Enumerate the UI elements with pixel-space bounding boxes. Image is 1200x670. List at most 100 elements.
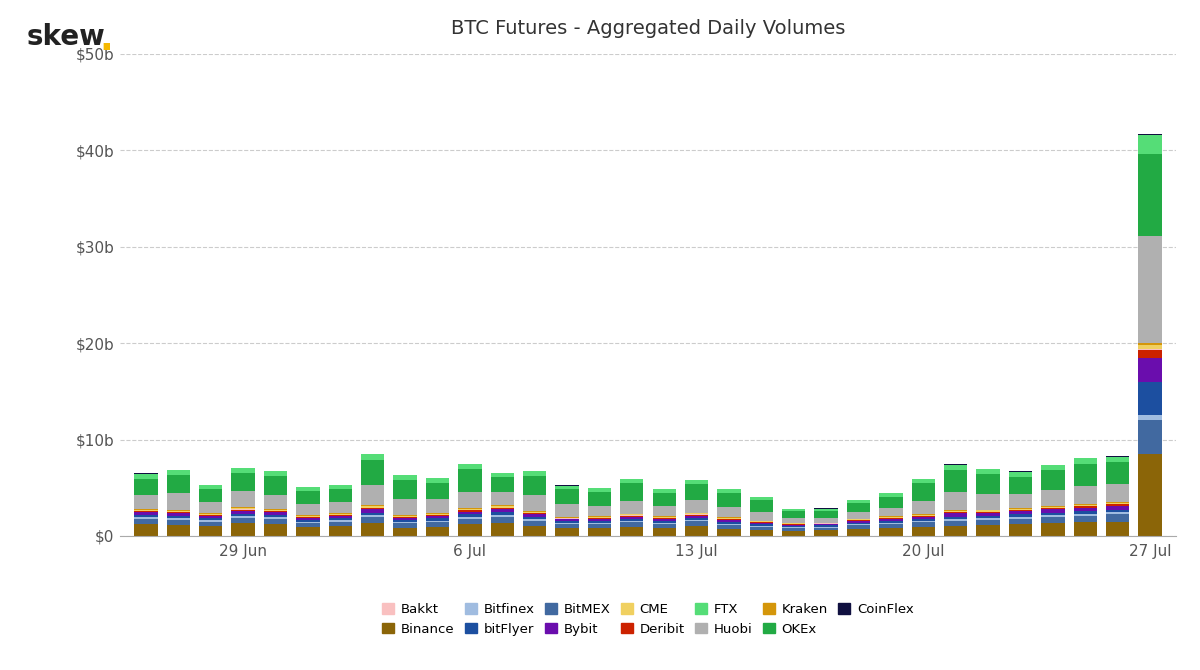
Bar — [685, 513, 708, 515]
Bar — [1074, 511, 1097, 514]
Bar — [199, 527, 222, 536]
Bar — [782, 526, 805, 527]
Bar — [977, 474, 1000, 494]
Bar — [426, 478, 449, 483]
Bar — [394, 516, 416, 517]
Bar — [750, 497, 773, 500]
Bar — [912, 527, 935, 536]
Bar — [1139, 350, 1162, 358]
Bar — [134, 519, 157, 525]
Bar — [361, 515, 384, 517]
Bar — [458, 512, 481, 515]
Bar — [361, 509, 384, 513]
Bar — [977, 525, 1000, 536]
Bar — [264, 517, 287, 519]
Bar — [491, 513, 514, 515]
Bar — [329, 527, 352, 536]
Bar — [134, 525, 157, 536]
Bar — [296, 515, 319, 517]
Bar — [199, 516, 222, 518]
Bar — [620, 519, 643, 521]
Bar — [167, 519, 190, 520]
Bar — [653, 489, 676, 492]
Bar — [847, 512, 870, 519]
Bar — [329, 515, 352, 516]
Bar — [264, 471, 287, 476]
Bar — [588, 518, 611, 519]
Bar — [685, 521, 708, 526]
Bar — [815, 524, 838, 525]
Bar — [1139, 382, 1162, 415]
Bar — [167, 475, 190, 493]
Text: .: . — [100, 23, 113, 58]
Bar — [1009, 472, 1032, 476]
Bar — [523, 521, 546, 526]
Bar — [167, 513, 190, 516]
Bar — [815, 525, 838, 527]
Bar — [1042, 490, 1064, 506]
Bar — [588, 524, 611, 528]
Bar — [653, 518, 676, 519]
Bar — [523, 512, 546, 513]
Bar — [426, 522, 449, 527]
Bar — [1139, 358, 1162, 382]
Bar — [620, 483, 643, 500]
Bar — [329, 514, 352, 515]
Bar — [847, 523, 870, 524]
Bar — [426, 519, 449, 521]
Bar — [523, 495, 546, 511]
Bar — [199, 515, 222, 516]
Bar — [556, 517, 578, 519]
Bar — [1139, 349, 1162, 350]
Bar — [361, 507, 384, 508]
Bar — [880, 523, 902, 524]
Bar — [718, 520, 740, 522]
Bar — [1106, 503, 1129, 505]
Bar — [264, 525, 287, 536]
Bar — [329, 521, 352, 527]
Bar — [912, 523, 935, 527]
Bar — [588, 521, 611, 523]
Bar — [329, 513, 352, 514]
Bar — [264, 519, 287, 525]
Bar — [394, 515, 416, 516]
Bar — [718, 492, 740, 507]
Bar — [329, 485, 352, 489]
Bar — [1106, 521, 1129, 536]
Bar — [329, 520, 352, 521]
Bar — [1042, 506, 1064, 507]
Bar — [782, 531, 805, 536]
Bar — [1139, 237, 1162, 342]
Bar — [815, 509, 838, 511]
Bar — [296, 520, 319, 521]
Bar — [426, 483, 449, 499]
Bar — [1106, 505, 1129, 506]
Bar — [653, 521, 676, 523]
Bar — [556, 504, 578, 517]
Bar — [944, 510, 967, 511]
Bar — [750, 522, 773, 523]
Bar — [296, 527, 319, 536]
Bar — [426, 521, 449, 522]
Legend: Bakkt, Binance, Bitfinex, bitFlyer, BitMEX, Bybit, CME, Deribit, FTX, Huobi, Kra: Bakkt, Binance, Bitfinex, bitFlyer, BitM… — [383, 603, 913, 636]
Bar — [264, 510, 287, 511]
Bar — [880, 528, 902, 536]
Bar — [944, 470, 967, 492]
Bar — [264, 476, 287, 495]
Bar — [458, 469, 481, 492]
Bar — [232, 516, 254, 518]
Title: BTC Futures - Aggregated Daily Volumes: BTC Futures - Aggregated Daily Volumes — [451, 19, 845, 38]
Bar — [880, 493, 902, 497]
Bar — [1106, 515, 1129, 521]
Bar — [620, 500, 643, 514]
Bar — [199, 514, 222, 515]
Bar — [167, 520, 190, 525]
Bar — [167, 493, 190, 510]
Bar — [1139, 342, 1162, 346]
Bar — [296, 523, 319, 527]
Bar — [426, 513, 449, 515]
Bar — [426, 527, 449, 536]
Bar — [1009, 517, 1032, 519]
Bar — [491, 509, 514, 513]
Bar — [685, 480, 708, 484]
